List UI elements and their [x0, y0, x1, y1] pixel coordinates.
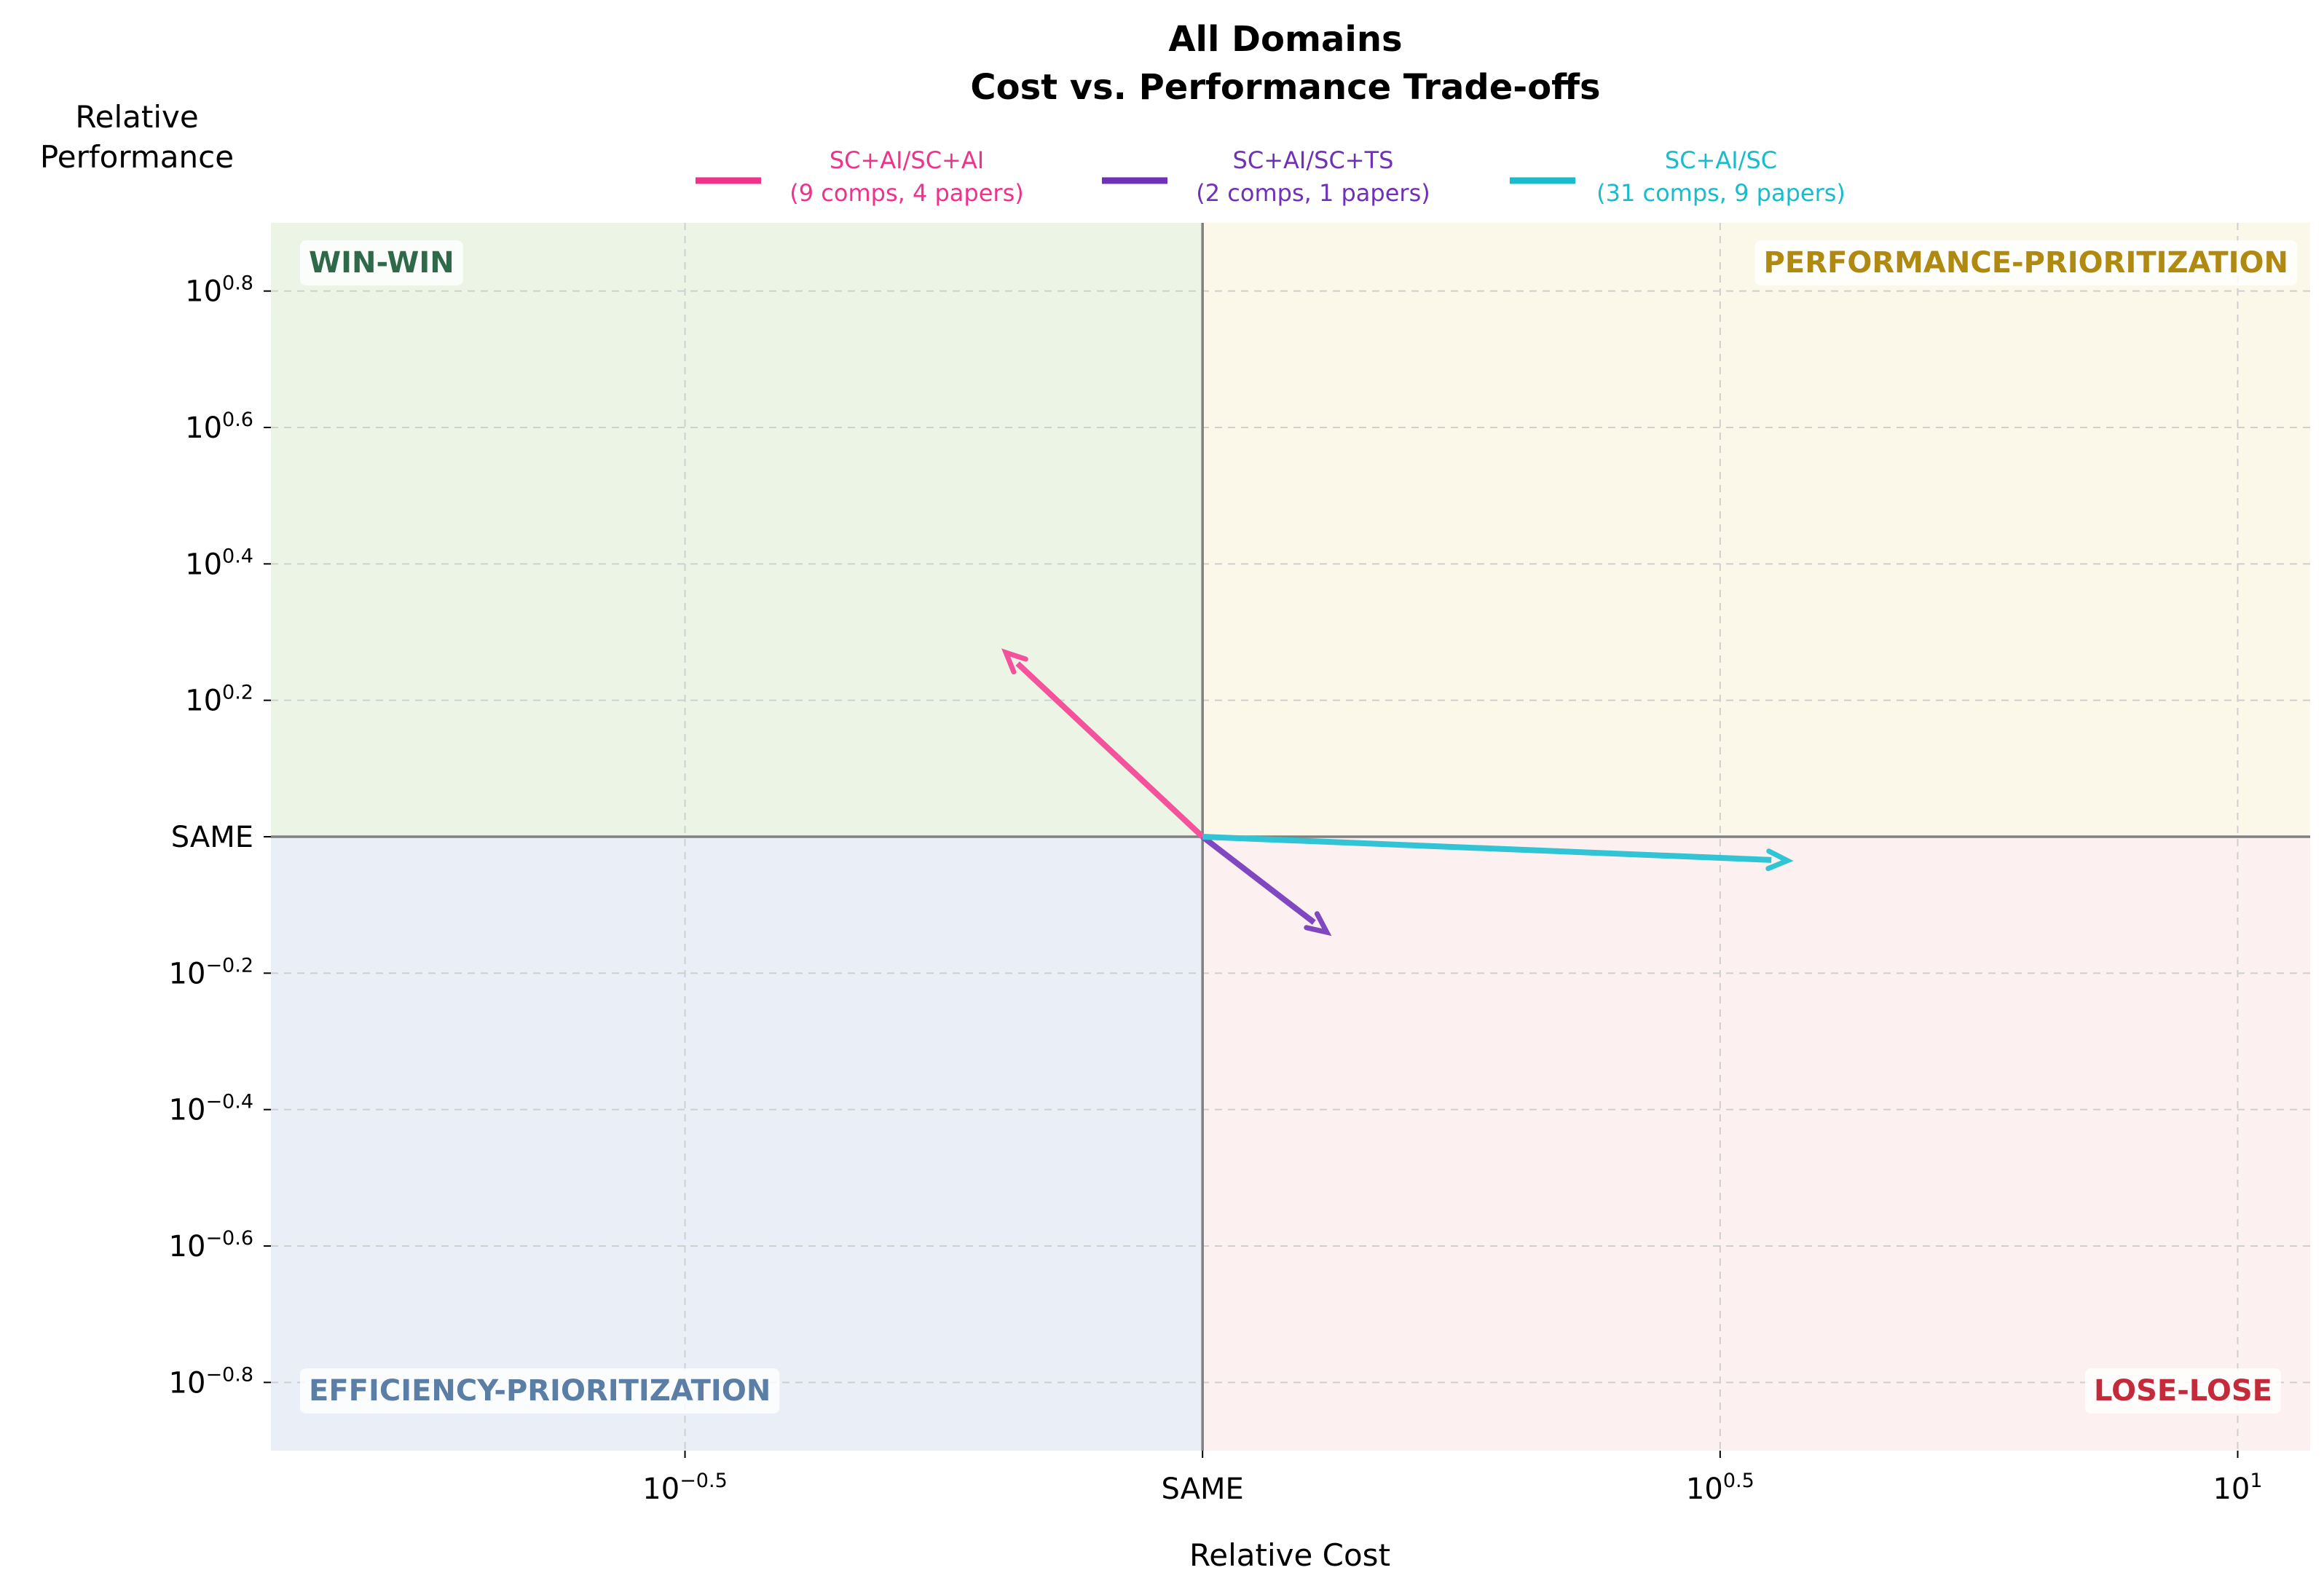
x-axis-title: Relative Cost: [1189, 1537, 1390, 1573]
quadrant-labels: WIN-WIN PERFORMANCE-PRIORITIZATION EFFICIE…: [300, 240, 2297, 1413]
legend-item: SC+AI/SC (31 comps, 9 papers): [1510, 146, 1846, 207]
quadrant-label-box: [300, 240, 463, 285]
quadrant-label-performance-prioritization: PERFORMANCE-PRIORITIZATION: [1754, 240, 2297, 285]
arrow-shaft: [1202, 834, 1772, 863]
quadrant-label-lose-lose: LOSE-LOSE: [2085, 1368, 2281, 1413]
series-arrows: [1001, 648, 1794, 937]
arrow-head: [1765, 848, 1794, 872]
y-tick-label: 100.4: [185, 545, 253, 581]
arrow-head: [1001, 648, 1028, 675]
tick-labels: 10−0.5 SAME 100.5 101 100.8 100.6 100.4 100.2 SA…: [169, 272, 2263, 1506]
quadrant-label-text: PERFORMANCE-PRIORITIZATION: [1764, 246, 2288, 280]
legend-item: SC+AI/SC+TS (2 comps, 1 papers): [1102, 146, 1430, 207]
quadrant-efficiency-prioritization: [271, 837, 1203, 1451]
legend-detail: (2 comps, 1 papers): [1196, 179, 1430, 207]
quadrant-label-efficiency-prioritization: EFFICIENCY-PRIORITIZATION: [300, 1368, 780, 1413]
legend-label: SC+AI/SC+AI: [830, 146, 984, 174]
legend-detail: (9 comps, 4 papers): [789, 179, 1023, 207]
quadrant-win-win: [271, 223, 1203, 837]
legend-label: SC+AI/SC+TS: [1233, 146, 1394, 174]
x-tick-label: 100.5: [1686, 1470, 1754, 1506]
arrow-head: [1304, 911, 1332, 937]
y-tick-label: 10−0.8: [169, 1363, 253, 1400]
y-axis-title-line2: Performance: [40, 139, 234, 175]
arrow-SC+AI/SC+AI: [1001, 648, 1205, 839]
grid-lines: [271, 223, 2310, 1451]
y-tick-label: 10−0.2: [169, 954, 253, 990]
y-tick-label: SAME: [171, 821, 253, 854]
quadrant-performance-prioritization: [1202, 223, 2310, 837]
quadrant-backgrounds: [271, 223, 2310, 1451]
quadrant-label-win-win: WIN-WIN: [300, 240, 463, 285]
quadrant-label-text: EFFICIENCY-PRIORITIZATION: [309, 1374, 771, 1408]
y-tick-label: 100.6: [185, 409, 253, 445]
quadrant-label-text: LOSE-LOSE: [2094, 1374, 2272, 1408]
legend: SC+AI/SC+AI (9 comps, 4 papers) SC+AI/SC+T…: [696, 146, 1846, 207]
arrow-shaft: [1015, 661, 1205, 839]
y-axis-title-line1: Relative: [75, 99, 198, 135]
chart-title: All Domains: [1168, 19, 1402, 60]
legend-label: SC+AI/SC: [1665, 146, 1777, 174]
x-tick-label: 10−0.5: [642, 1470, 727, 1506]
legend-item: SC+AI/SC+AI (9 comps, 4 papers): [696, 146, 1024, 207]
arrow-shaft: [1200, 834, 1316, 925]
y-tick-label: 10−0.4: [169, 1091, 253, 1127]
chart-subtitle: Cost vs. Performance Trade-offs: [970, 67, 1600, 108]
x-tick-label: SAME: [1162, 1472, 1244, 1506]
arrow-SC+AI/SC+TS: [1200, 834, 1332, 937]
arrow-SC+AI/SC: [1202, 834, 1794, 872]
x-tick-label: 101: [2213, 1470, 2262, 1506]
legend-detail: (31 comps, 9 papers): [1596, 179, 1846, 207]
quadrant-label-box: [2085, 1368, 2281, 1413]
y-tick-label: 100.2: [185, 682, 253, 718]
quadrant-label-box: [1754, 240, 2297, 285]
quadrant-label-text: WIN-WIN: [309, 246, 454, 280]
y-tick-label: 100.8: [185, 272, 253, 309]
quadrant-lose-lose: [1202, 837, 2310, 1451]
y-tick-label: 10−0.6: [169, 1227, 253, 1263]
quadrant-label-box: [300, 1368, 780, 1413]
